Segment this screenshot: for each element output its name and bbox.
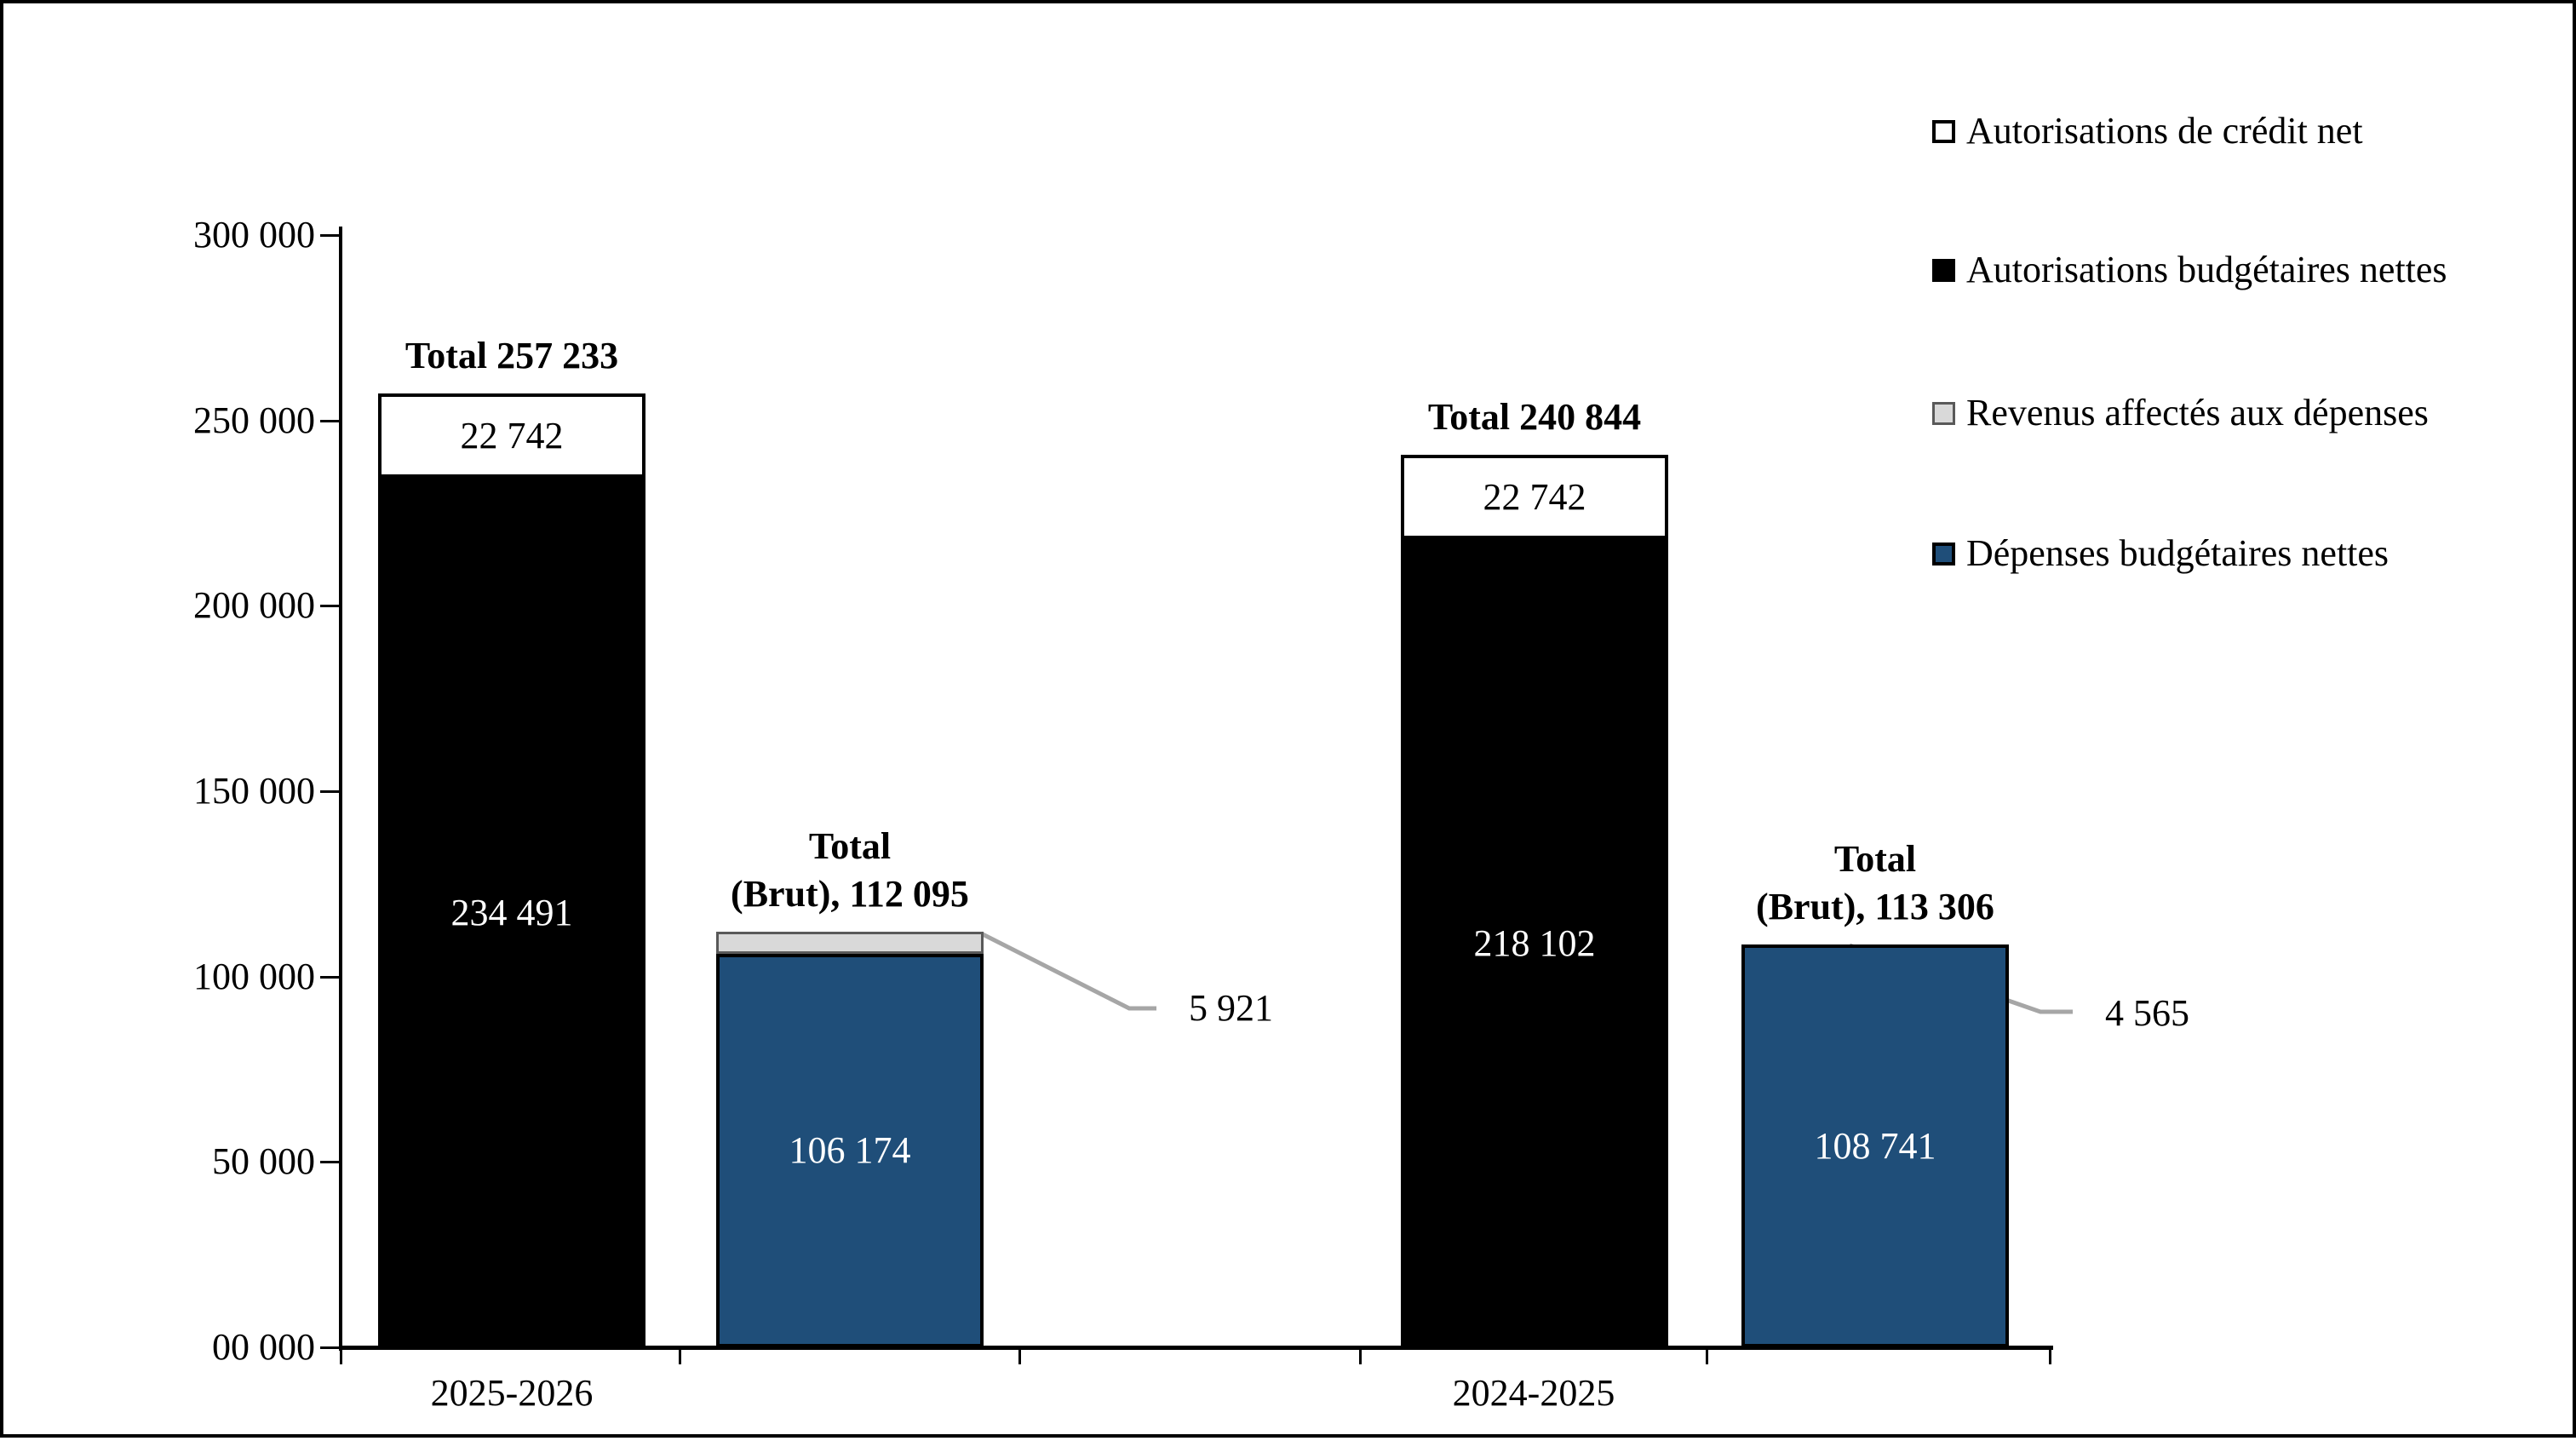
bar-total-label: Total 240 844 [1427,396,1642,438]
bar-segment-budget_net [1401,539,1668,1347]
x-tick-mark [1018,1347,1021,1364]
legend-label-revenus: Revenus affectés aux dépenses [1966,392,2429,433]
legend-marker-revenus [1932,402,1955,425]
x-tick-mark [1359,1347,1362,1364]
bar-value-label: 234 491 [450,891,573,933]
bar-total-label: Total 257 233 [404,335,619,376]
legend-marker-budget_net [1932,259,1955,282]
callout-value-label: 5 921 [1189,987,1273,1029]
x-category-label: 2025-2026 [430,1372,594,1414]
x-tick-mark [679,1347,681,1364]
legend-label-budget_net: Autorisations budgétaires nettes [1966,249,2447,290]
y-tick-label: 00 000 [212,1326,315,1368]
y-tick-mark [320,1161,341,1163]
bar-segment-credit_net [1401,455,1668,539]
bar-segment-revenus [716,932,984,954]
y-tick-mark [320,1346,341,1349]
bar-segment-depenses [716,954,984,1347]
bar-segment-credit_net [378,393,645,478]
legend-label-depenses: Dépenses budgétaires nettes [1966,532,2390,574]
bar-total-label: Total (Brut), 113 306 [1756,838,1994,927]
callout-line [979,931,1156,1011]
callout-value-label: 4 565 [2105,992,2189,1034]
legend-label-credit_net: Autorisations de crédit net [1966,110,2363,152]
x-axis-line [339,1346,2053,1350]
y-tick-label: 300 000 [193,214,315,255]
y-tick-label: 100 000 [193,956,315,997]
x-category-label: 2024-2025 [1452,1372,1615,1414]
bar-value-label: 22 742 [460,414,564,456]
bar-value-label: 108 741 [1814,1124,1936,1167]
y-tick-label: 150 000 [193,770,315,812]
y-tick-mark [320,790,341,793]
y-tick-label: 200 000 [193,584,315,626]
x-tick-mark [1706,1347,1708,1364]
bar-value-label: 106 174 [789,1129,911,1171]
bar-value-label: 218 102 [1473,921,1596,964]
y-tick-mark [320,420,341,422]
x-tick-mark [2049,1347,2051,1364]
bar-segment-budget_net [378,478,645,1347]
y-tick-mark [320,605,341,607]
bar-total-label: Total (Brut), 112 095 [731,825,969,915]
y-axis-line [339,227,342,1351]
legend-marker-credit_net [1932,120,1955,143]
y-tick-mark [320,234,341,237]
bar-segment-depenses [1741,944,2009,1347]
y-tick-label: 250 000 [193,399,315,441]
y-tick-label: 50 000 [212,1140,315,1182]
chart-canvas: 300 000 250 000 200 000 150 000 100 000 50 00… [3,3,2573,1434]
bar-value-label: 22 742 [1483,475,1586,518]
legend-marker-depenses [1932,543,1955,565]
y-tick-mark [320,976,341,979]
x-tick-mark [340,1347,342,1364]
